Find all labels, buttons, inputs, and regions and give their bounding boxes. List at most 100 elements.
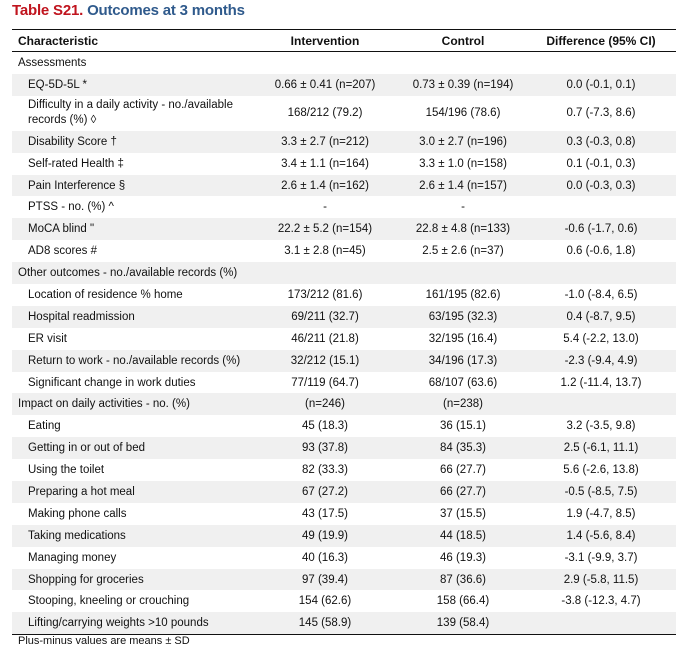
cell-intervention: 40 (16.3) xyxy=(301,551,349,564)
table-row: Significant change in work duties 77/119 … xyxy=(12,372,676,394)
cell-intervention xyxy=(250,262,400,285)
cell-characteristic: Making phone calls xyxy=(28,507,127,520)
table-row: Difficulty in a daily activity - no./ava… xyxy=(12,96,676,131)
cell-characteristic: Using the toilet xyxy=(28,464,105,477)
table-row: Hospital readmission 69/211 (32.7) 63/195 … xyxy=(12,305,676,328)
cell-intervention: 168/212 (79.2) xyxy=(287,107,363,120)
cell-control: 32/195 (16.4) xyxy=(428,332,498,345)
cell-characteristic: AD8 scores # xyxy=(28,245,98,258)
cell-characteristic: PTSS - no. (%) ^ xyxy=(28,201,114,214)
cell-control: (n=238) xyxy=(400,393,526,416)
cell-intervention: 67 (27.2) xyxy=(250,481,400,503)
cell-control: 68/107 (63.6) xyxy=(428,376,498,389)
table-row: Getting in or out of bed 93 (37.8) 84 (35.… xyxy=(12,437,676,460)
cell-characteristic: Managing money xyxy=(28,551,117,564)
cell-characteristic: Preparing a hot meal xyxy=(12,481,250,503)
cell-control xyxy=(400,52,526,74)
table-row: Eating 45 (18.3) 36 (15.1) 3.2 (-3.5, 9.8) xyxy=(12,415,676,437)
table-row: Using the toilet 82 (33.3) 66 (27.7) 5.6 (-… xyxy=(12,459,676,481)
cell-intervention: 2.6 ± 1.4 (n=162) xyxy=(250,174,400,197)
cell-control: 66 (27.7) xyxy=(439,464,487,477)
section-row: Impact on daily activities - no. (%) (n=2… xyxy=(12,393,676,416)
table-caption: Outcomes at 3 months xyxy=(87,2,245,19)
cell-intervention: 45 (18.3) xyxy=(301,420,349,433)
cell-control: 46 (19.3) xyxy=(439,551,487,564)
cell-control: 37 (15.5) xyxy=(439,507,487,520)
cell-characteristic: Eating xyxy=(28,420,61,433)
cell-characteristic: ER visit xyxy=(28,332,67,345)
cell-characteristic: Significant change in work duties xyxy=(28,376,196,389)
cell-characteristic: Taking medications xyxy=(12,524,250,547)
cell-characteristic: Stooping, kneeling or crouching xyxy=(28,595,190,608)
cell-intervention xyxy=(250,52,400,74)
table-row: Preparing a hot meal 67 (27.2) 66 (27.7) -0… xyxy=(12,481,676,503)
cell-difference: 0.1 (-0.1, 0.3) xyxy=(566,157,636,170)
outcomes-table: Characteristic Intervention Control Diff… xyxy=(12,29,676,636)
cell-intervention: 46/211 (21.8) xyxy=(291,332,359,345)
cell-control: 0.73 ± 0.39 (n=194) xyxy=(400,73,526,96)
cell-control xyxy=(400,262,526,285)
table-row: ER visit 46/211 (21.8) 32/195 (16.4) 5.4 (-… xyxy=(12,328,676,350)
cell-difference xyxy=(526,612,676,636)
cell-difference: 2.9 (-5.8, 11.5) xyxy=(526,568,676,591)
table-row: MoCA blind " 22.2 ± 5.2 (n=154) 22.8 ± 4.8… xyxy=(12,218,676,241)
cell-control: 2.5 ± 2.6 (n=37) xyxy=(422,245,504,258)
cell-characteristic: MoCA blind " xyxy=(12,218,250,241)
cell-characteristic: Other outcomes - no./available records (… xyxy=(12,262,250,285)
cell-characteristic: Self-rated Health ‡ xyxy=(28,157,124,170)
cell-intervention: 69/211 (32.7) xyxy=(250,305,400,328)
cell-control: 161/195 (82.6) xyxy=(425,288,501,301)
cell-characteristic: Location of residence % home xyxy=(28,288,183,301)
header-control: Control xyxy=(400,29,526,52)
cell-characteristic: EQ-5D-5L * xyxy=(12,73,250,96)
cell-difference: 2.5 (-6.1, 11.1) xyxy=(526,437,676,460)
cell-control: 22.8 ± 4.8 (n=133) xyxy=(400,218,526,241)
table-number: Table S21. xyxy=(12,2,84,19)
cell-difference: -0.5 (-8.5, 7.5) xyxy=(526,481,676,503)
cell-intervention: 145 (58.9) xyxy=(250,612,400,636)
cell-control: 139 (58.4) xyxy=(400,612,526,636)
cell-intervention: 3.3 ± 2.7 (n=212) xyxy=(250,130,400,153)
table-row: Location of residence % home 173/212 (81.… xyxy=(12,284,676,306)
cell-intervention: 77/119 (64.7) xyxy=(291,376,359,389)
cell-intervention: 3.1 ± 2.8 (n=45) xyxy=(284,245,366,258)
cell-difference xyxy=(526,52,676,74)
table-row: Making phone calls 43 (17.5) 37 (15.5) 1.9 … xyxy=(12,503,676,525)
header-characteristic: Characteristic xyxy=(12,29,250,52)
cell-difference: 0.7 (-7.3, 8.6) xyxy=(566,107,636,120)
table-row: Pain Interference § 2.6 ± 1.4 (n=162) 2.6 … xyxy=(12,174,676,197)
cell-control: 34/196 (17.3) xyxy=(400,349,526,372)
cell-control: 154/196 (78.6) xyxy=(425,107,501,120)
cell-difference: 0.0 (-0.1, 0.1) xyxy=(526,73,676,96)
cell-difference: -1.0 (-8.4, 6.5) xyxy=(564,288,638,301)
table-row: Self-rated Health ‡ 3.4 ± 1.1 (n=164) 3.3 … xyxy=(12,153,676,175)
cell-characteristic: Assessments xyxy=(18,56,87,69)
cell-intervention: 0.66 ± 0.41 (n=207) xyxy=(250,73,400,96)
cell-difference: 0.3 (-0.3, 0.8) xyxy=(526,130,676,153)
footnote: Plus-minus values are means ± SD xyxy=(18,635,190,647)
table-title: Table S21. Outcomes at 3 months xyxy=(12,2,245,19)
cell-intervention: 82 (33.3) xyxy=(301,464,349,477)
cell-difference: -3.8 (-12.3, 4.7) xyxy=(561,595,641,608)
section-row: Assessments xyxy=(12,52,676,74)
cell-difference: -2.3 (-9.4, 4.9) xyxy=(526,349,676,372)
cell-difference: 3.2 (-3.5, 9.8) xyxy=(566,420,636,433)
cell-characteristic: Lifting/carrying weights >10 pounds xyxy=(12,612,250,636)
cell-difference: 5.4 (-2.2, 13.0) xyxy=(563,332,639,345)
cell-control: 3.3 ± 1.0 (n=158) xyxy=(419,157,507,170)
cell-difference: 1.2 (-11.4, 13.7) xyxy=(560,376,642,389)
cell-intervention: 154 (62.6) xyxy=(298,595,352,608)
cell-difference: 5.6 (-2.6, 13.8) xyxy=(563,464,639,477)
cell-characteristic: Return to work - no./available records (… xyxy=(12,349,250,372)
cell-characteristic: Getting in or out of bed xyxy=(12,437,250,460)
table-row: Managing money 40 (16.3) 46 (19.3) -3.1 (-9… xyxy=(12,547,676,569)
header-difference: Difference (95% CI) xyxy=(526,29,676,52)
cell-intervention: 32/212 (15.1) xyxy=(250,349,400,372)
cell-control: 158 (66.4) xyxy=(436,595,490,608)
cell-intervention: (n=246) xyxy=(250,393,400,416)
header-intervention: Intervention xyxy=(250,29,400,52)
cell-difference: 0.4 (-8.7, 9.5) xyxy=(526,305,676,328)
table-row: Return to work - no./available records (… xyxy=(12,349,676,372)
cell-intervention: 93 (37.8) xyxy=(250,437,400,460)
cell-control: 63/195 (32.3) xyxy=(400,305,526,328)
